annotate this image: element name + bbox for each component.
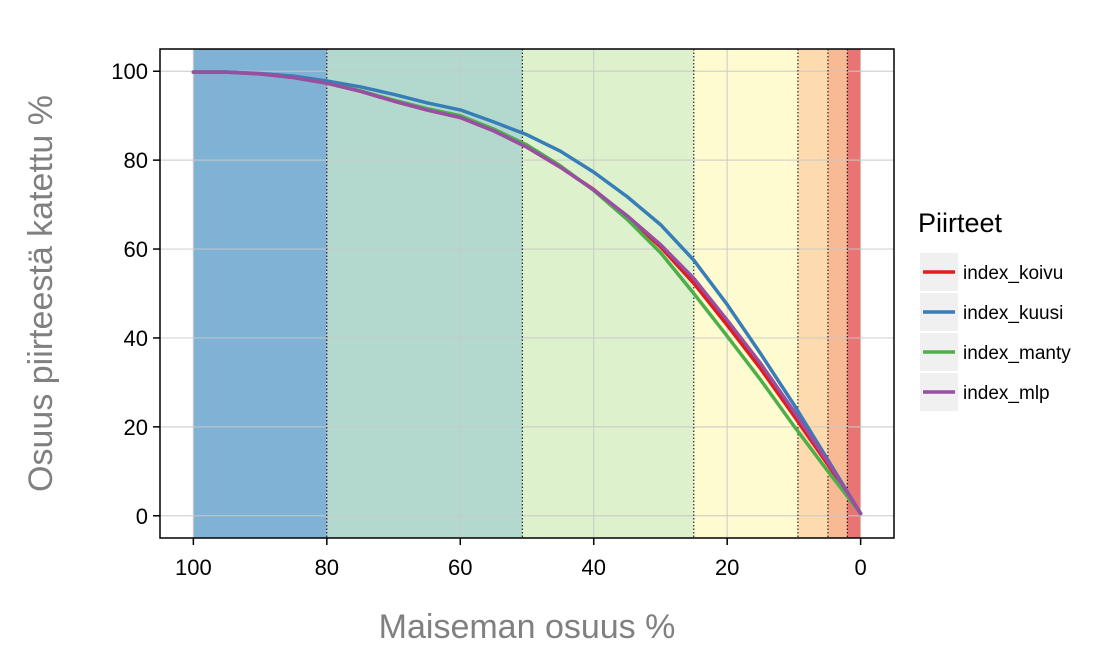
gridlines xyxy=(160,49,894,538)
legend: Piirteet index_koivu index_kuusi index_man… xyxy=(918,208,1071,411)
y-tick-label: 100 xyxy=(111,59,148,84)
x-axis-title: Maiseman osuus % xyxy=(379,608,676,646)
background-bands xyxy=(193,49,861,538)
legend-label-index_kuusi: index_kuusi xyxy=(963,303,1063,324)
x-tick-label: 80 xyxy=(315,555,339,580)
series-line-index_mlp xyxy=(191,70,863,516)
background-band-3 xyxy=(522,49,694,538)
series-lines xyxy=(191,70,863,516)
x-tick-label: 0 xyxy=(855,555,867,580)
y-tick-label: 0 xyxy=(136,504,148,529)
plot-frame xyxy=(159,48,895,539)
y-axis-title: Osuus piirteestä katettu % xyxy=(22,95,60,492)
legend-label-index_manty: index_manty xyxy=(963,343,1071,364)
y-tick-label: 60 xyxy=(124,237,148,262)
legend-label-index_mlp: index_mlp xyxy=(963,383,1050,404)
x-tick-label: 100 xyxy=(175,555,212,580)
background-band-4 xyxy=(693,49,798,538)
legend-title: Piirteet xyxy=(918,208,1003,238)
background-band-1 xyxy=(193,49,327,538)
band-boundaries xyxy=(326,49,848,538)
background-band-7 xyxy=(847,49,861,538)
x-tick-label: 60 xyxy=(448,555,472,580)
y-tick-label: 20 xyxy=(124,415,148,440)
background-band-6 xyxy=(827,49,848,538)
x-tick-label: 20 xyxy=(715,555,739,580)
x-tick-label: 40 xyxy=(581,555,605,580)
y-tick-label: 80 xyxy=(124,148,148,173)
axes: 100 80 60 40 20 0 0 20 40 60 80 100 xyxy=(111,59,866,580)
y-tick-label: 40 xyxy=(124,326,148,351)
legend-label-index_koivu: index_koivu xyxy=(963,263,1063,284)
